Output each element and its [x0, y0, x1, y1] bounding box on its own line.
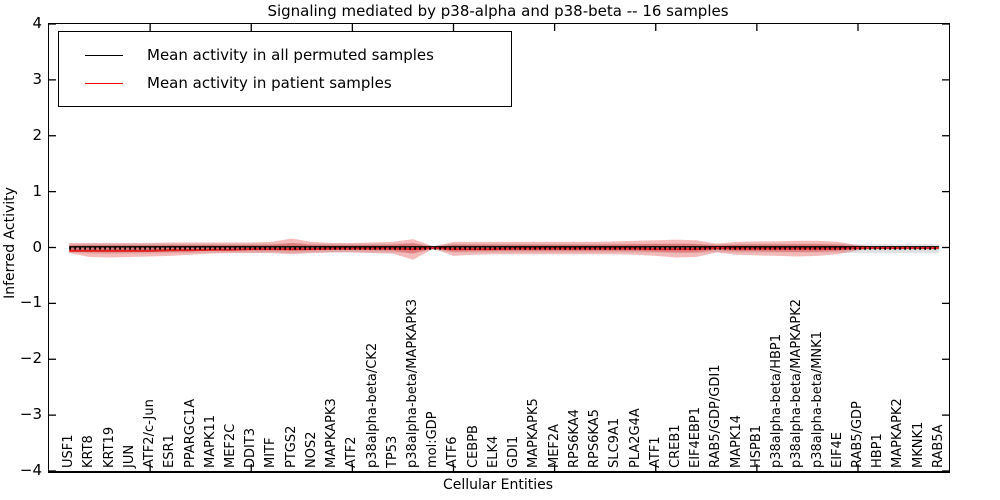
- x-tick-label: MEF2C: [223, 423, 239, 468]
- x-tick-label: PTGS2: [283, 425, 299, 468]
- x-tick-label: DDIT3: [243, 427, 259, 468]
- chart-title: Signaling mediated by p38-alpha and p38-…: [267, 2, 729, 20]
- x-tick-label: RPS6KA4: [566, 409, 582, 468]
- legend-box: Mean activity in all permuted samples Me…: [58, 31, 512, 107]
- x-tick-label: MAPKAPK3: [324, 398, 340, 468]
- x-tick-label: MAPKAPK2: [890, 398, 906, 468]
- legend-label: Mean activity in all permuted samples: [147, 46, 434, 64]
- x-tick-label: KRT8: [81, 435, 97, 468]
- plot-area: USF1 KRT8 KRT19 JUN ATF2/c-Jun ESR1 PPARGC1A MA…: [48, 23, 950, 473]
- x-tick-label: EIF4EBP1: [688, 406, 704, 468]
- legend-entry-patient: Mean activity in patient samples: [59, 69, 511, 97]
- x-tick-label: ELK4: [485, 435, 501, 468]
- x-tick-label: SLC9A1: [607, 417, 623, 468]
- x-tick-label: NOS2: [303, 431, 319, 468]
- y-tick-label: −1: [19, 293, 42, 312]
- y-tick-label: 1: [32, 181, 42, 200]
- x-tick-label: p38alpha-beta/MAPKAPK2: [789, 299, 805, 468]
- y-tick-label: −4: [19, 461, 42, 479]
- x-tick-label: ATF6: [445, 436, 461, 468]
- legend-line-sample-red: [85, 82, 123, 84]
- legend-line-sample-black: [85, 54, 123, 56]
- x-tick-label: PPARGC1A: [182, 398, 198, 468]
- x-tick-label: PLA2G4A: [627, 408, 643, 468]
- y-tick-label: 3: [32, 69, 42, 88]
- x-tick-label: ESR1: [162, 434, 178, 468]
- x-tick-label: p38alpha-beta/MAPKAPK3: [405, 299, 421, 468]
- x-tick-label: ATF1: [647, 436, 663, 468]
- chart-canvas: [49, 24, 949, 471]
- x-tick-label: p38alpha-beta/HBP1: [769, 333, 785, 468]
- x-tick-label: MAPKAPK5: [526, 398, 542, 468]
- x-tick-label: ATF2: [344, 436, 360, 468]
- y-tick-label: 4: [32, 14, 42, 32]
- x-tick-label: CEBPB: [465, 425, 481, 468]
- x-tick-label: RAB5A: [930, 424, 946, 468]
- legend-entry-permuted: Mean activity in all permuted samples: [59, 41, 511, 69]
- x-tick-label: MAPK14: [728, 414, 744, 468]
- x-tick-label: JUN: [121, 444, 137, 468]
- axis-tick-marks: [49, 24, 949, 471]
- x-tick-label: MKNK1: [910, 421, 926, 468]
- y-tick-label: −2: [19, 349, 42, 368]
- x-axis-label: Cellular Entities: [442, 477, 554, 493]
- x-tick-label: ATF2/c-Jun: [142, 399, 158, 468]
- x-tick-label: MITF: [263, 437, 279, 468]
- x-tick-label: mol:GDP: [425, 411, 441, 468]
- patient-mean-line: [69, 247, 939, 252]
- x-tick-label: MAPK11: [202, 414, 218, 468]
- x-tick-label: CREB1: [667, 424, 683, 468]
- x-tick-label: RAB5/GDP: [849, 401, 865, 468]
- x-tick-label: RAB5/GDP/GDI1: [708, 364, 724, 468]
- x-tick-label: p38alpha-beta/CK2: [364, 342, 380, 468]
- x-tick-label: MEF2A: [546, 423, 562, 468]
- x-tick-label: p38alpha-beta/MNK1: [809, 331, 825, 468]
- x-tick-label: TP53: [384, 435, 400, 468]
- x-tick-label: USF1: [61, 434, 77, 468]
- y-tick-label: −3: [19, 405, 42, 424]
- x-tick-label: RPS6KA5: [587, 409, 603, 468]
- y-tick-label: 2: [32, 125, 42, 144]
- y-tick-label: 0: [32, 237, 42, 256]
- x-tick-label: KRT19: [101, 426, 117, 468]
- x-tick-label: HSPB1: [748, 424, 764, 468]
- x-tick-label: GDI1: [506, 435, 522, 468]
- legend-label: Mean activity in patient samples: [147, 74, 392, 92]
- x-tick-label: EIF4E: [829, 431, 845, 468]
- x-tick-label: HBP1: [870, 433, 886, 468]
